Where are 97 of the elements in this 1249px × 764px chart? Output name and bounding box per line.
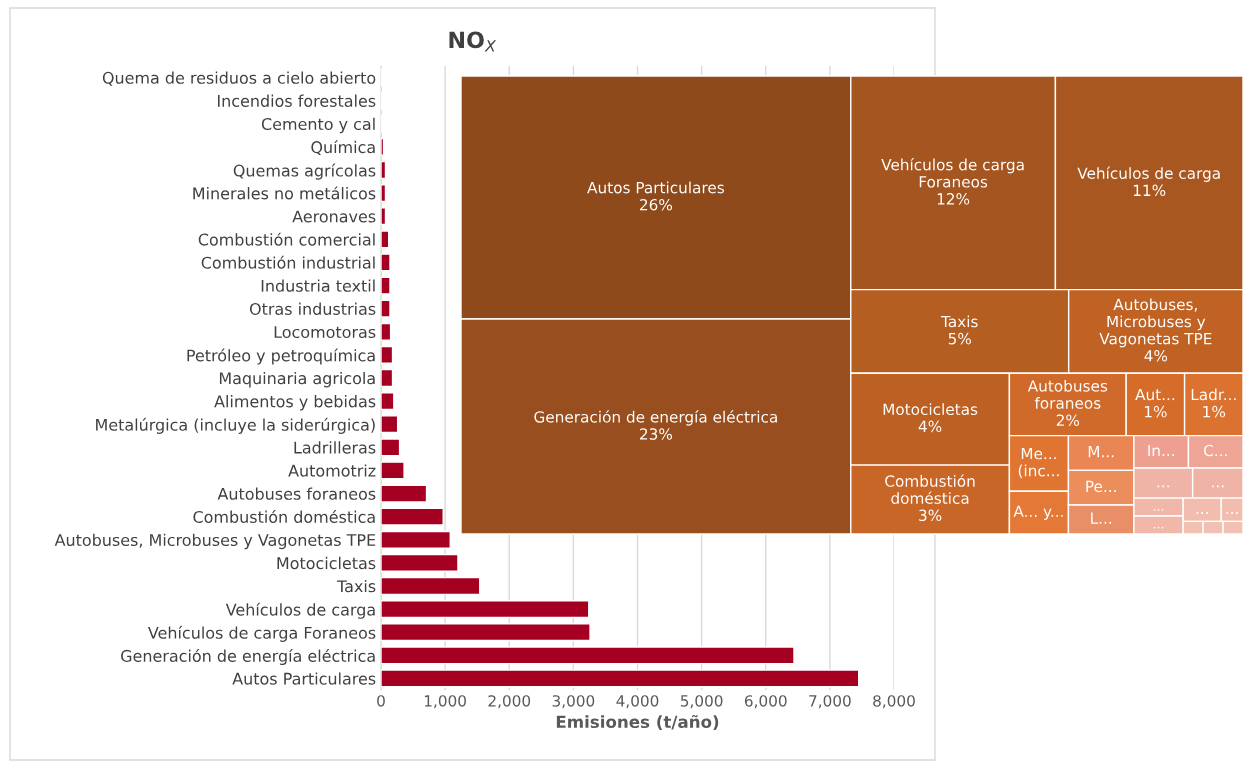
category-label: Vehículos de carga: [1077, 166, 1220, 182]
category-label: Combustión doméstica: [885, 474, 975, 504]
y-tick-label: Minerales no metálicos: [193, 186, 376, 200]
x-tick-label: 6,000: [744, 695, 787, 709]
category-label: L...: [1091, 512, 1112, 524]
y-tick-label: Otras industrias: [249, 302, 376, 315]
chart-title: NO$_{X}$: [449, 31, 497, 52]
y-tick-label: Química: [311, 140, 375, 156]
y-tick-label: Autos Particulares: [232, 672, 376, 685]
y-tick-label: Combustión doméstica: [193, 509, 375, 523]
bar: [381, 461, 405, 480]
bar: [381, 623, 591, 642]
y-tick-label: Quema de residuos a cielo abierto: [102, 71, 376, 86]
bar: [381, 553, 459, 572]
y-tick-label: Cemento y cal: [261, 117, 375, 134]
bar: [381, 137, 385, 156]
bar: [381, 415, 399, 434]
y-tick-label: Motocicletas: [277, 556, 376, 570]
category-label: Taxis: [940, 315, 978, 328]
bar: [381, 230, 390, 249]
bar: [381, 507, 444, 526]
data-label: 11%: [1133, 184, 1166, 197]
bar: [381, 530, 451, 549]
bar: [381, 392, 395, 411]
category-label: M...: [1088, 446, 1114, 458]
bar: [381, 646, 795, 665]
category-label: Autobuses, Microbuses y Vagonetas TPE: [1099, 298, 1212, 348]
category-label: A... y...: [1013, 505, 1063, 520]
y-tick-label: Ladrilleras: [294, 441, 376, 454]
data-label: 12%: [937, 193, 970, 205]
data-label: 23%: [640, 428, 673, 440]
y-tick-label: Generación de energía eléctrica: [121, 648, 375, 666]
y-tick-label: Industria textil: [261, 279, 375, 292]
bar: [381, 299, 391, 318]
bar: [381, 345, 394, 364]
y-tick-label: Vehículos de carga Foraneos: [147, 625, 376, 642]
y-tick-label: Vehículos de carga: [225, 602, 375, 619]
data-label: 5%: [948, 332, 971, 345]
data-label: 4%: [918, 420, 942, 433]
data-label: 2%: [1056, 414, 1080, 426]
y-tick-label: Incendios forestales: [218, 94, 376, 107]
y-tick-label: Autobuses foraneos: [217, 487, 376, 500]
y-tick-label: Maquinaria agricola: [219, 371, 375, 388]
data-label: 26%: [640, 198, 673, 211]
category-label: ...: [1153, 526, 1164, 529]
bar: [381, 276, 391, 295]
x-tick-label: 5,000: [680, 695, 723, 709]
bar: [381, 253, 391, 272]
category-label: Ladr...: [1191, 388, 1236, 401]
x-tick-label: 0: [377, 695, 385, 707]
category-label: Me... (inc...: [1018, 447, 1059, 479]
bar: [381, 160, 387, 180]
bar: [381, 322, 392, 341]
y-tick-label: Alimentos y bebidas: [214, 395, 376, 411]
x-tick-label: 4,000: [616, 695, 659, 709]
bar: [381, 368, 394, 388]
x-tick-label: 2,000: [488, 695, 531, 709]
y-tick-label: Taxis: [336, 579, 376, 593]
data-label: 4%: [1144, 349, 1168, 362]
bar: [381, 576, 481, 596]
x-axis-title: Emisiones (t/año): [556, 714, 719, 731]
category-label: Autos Particulares: [587, 181, 724, 194]
category-label: Pe...: [1086, 480, 1116, 493]
y-tick-label: Automotriz: [288, 464, 376, 477]
x-tick-label: 3,000: [552, 695, 595, 709]
bar: [381, 184, 387, 203]
data-label: 3%: [919, 509, 942, 522]
bar: [381, 438, 401, 457]
data-label: 1%: [1144, 405, 1167, 418]
category-label: In...: [1148, 444, 1174, 457]
category-label: C...: [1203, 444, 1227, 457]
category-label: ...: [1196, 512, 1208, 514]
category-label: Aut...: [1135, 388, 1175, 401]
y-tick-label: Aeronaves: [292, 210, 376, 223]
category-label: ...: [1212, 485, 1224, 488]
category-label: Motocicletas: [883, 403, 978, 416]
y-tick-label: Locomotoras: [274, 326, 376, 339]
x-tick-label: 7,000: [809, 695, 851, 709]
y-tick-label: Combustión comercial: [198, 232, 375, 246]
category-label: Autobuses foraneos: [1027, 379, 1108, 409]
y-tick-label: Petróleo y petroquímica: [187, 348, 375, 365]
x-tick-label: 1,000: [424, 695, 466, 709]
bar: [381, 669, 860, 688]
category-label: Vehículos de carga Foraneos: [881, 158, 1024, 188]
category-label: ...: [1226, 512, 1238, 514]
bar: [381, 600, 590, 619]
y-tick-label: Quemas agrícolas: [233, 163, 376, 180]
bar: [381, 484, 428, 503]
y-tick-label: Metalúrgica (incluye la siderúrgica): [96, 417, 375, 434]
y-tick-label: Combustión industrial: [201, 255, 375, 269]
category-label: ...: [1153, 508, 1164, 511]
x-tick-label: 8,000: [873, 695, 915, 709]
category-label: ...: [1157, 485, 1169, 488]
y-tick-label: Autobuses, Microbuses y Vagonetas TPE: [54, 533, 376, 550]
category-label: Generación de energía eléctrica: [534, 410, 777, 426]
bar: [381, 207, 387, 226]
data-label: 1%: [1203, 405, 1226, 418]
